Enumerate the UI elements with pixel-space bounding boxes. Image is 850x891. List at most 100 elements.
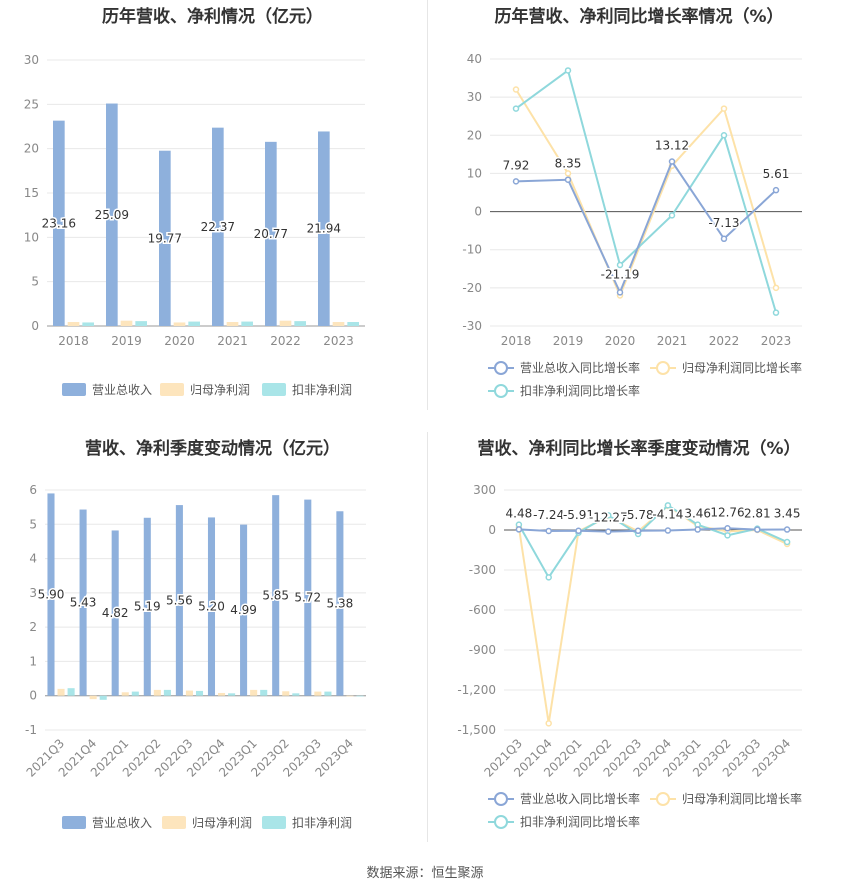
bar bbox=[67, 688, 75, 696]
series-point bbox=[512, 86, 520, 93]
series-line bbox=[518, 527, 788, 533]
data-label: -7.13 bbox=[708, 216, 739, 230]
bar bbox=[332, 322, 345, 326]
series-point bbox=[545, 527, 552, 535]
data-label: 25.09 bbox=[95, 208, 129, 222]
series-line bbox=[515, 88, 777, 299]
series-point bbox=[564, 176, 572, 183]
data-label: 23.16 bbox=[42, 216, 76, 230]
legend-marker-icon bbox=[494, 792, 508, 806]
bar bbox=[57, 688, 65, 696]
x-tick-label: 2021 bbox=[217, 334, 248, 348]
y-tick-label: -900 bbox=[469, 643, 496, 657]
bar bbox=[356, 695, 364, 697]
bar bbox=[159, 150, 171, 326]
bar bbox=[228, 693, 236, 696]
chart-title: 营收、净利季度变动情况（亿元） bbox=[85, 439, 340, 459]
bar bbox=[188, 321, 200, 326]
series-point bbox=[664, 527, 672, 534]
series-point bbox=[605, 528, 612, 535]
series-point bbox=[694, 526, 701, 533]
data-label: 8.35 bbox=[555, 157, 582, 171]
series-line bbox=[515, 68, 777, 313]
bar bbox=[53, 120, 65, 326]
legend-label: 归母净利润 bbox=[192, 816, 252, 830]
bar bbox=[153, 689, 161, 696]
y-tick-label: 3 bbox=[29, 586, 37, 600]
bar bbox=[173, 322, 186, 326]
y-tick-label: -600 bbox=[469, 603, 496, 617]
data-label: 4.48 bbox=[506, 506, 533, 520]
x-tick-label: 2022 bbox=[709, 334, 740, 348]
bar bbox=[195, 690, 204, 696]
bar bbox=[347, 322, 359, 326]
legend-label: 扣非净利润 bbox=[292, 816, 352, 830]
annual-revenue-profit-chart: 0 5 10 15 20 25 30 23.16 2018 25.09 2019 19.77 2020 2… bbox=[24, 53, 365, 397]
data-label: 3.46 bbox=[684, 507, 711, 521]
bar bbox=[241, 321, 253, 326]
bar bbox=[67, 322, 80, 326]
vertical-divider-bottom bbox=[427, 432, 428, 842]
legend-label: 扣非净利润同比增长率 bbox=[520, 383, 640, 398]
series-point bbox=[545, 720, 552, 727]
x-tick-label: 2023 bbox=[761, 334, 792, 348]
data-label: 7.92 bbox=[503, 158, 530, 172]
data-label: 5.19 bbox=[134, 600, 161, 614]
legend-marker-icon bbox=[494, 361, 508, 375]
series-point bbox=[668, 158, 676, 165]
chart-title: 营收、净利同比增长率季度变动情况（%） bbox=[477, 439, 801, 459]
series-point bbox=[512, 105, 520, 112]
data-label: 5.61 bbox=[763, 167, 790, 181]
bar bbox=[106, 103, 118, 326]
bar bbox=[135, 321, 147, 326]
y-tick-label: 10 bbox=[467, 166, 482, 180]
chart-title: 历年营收、净利情况（亿元） bbox=[102, 7, 323, 27]
series-point bbox=[783, 538, 791, 546]
series-point bbox=[564, 67, 572, 74]
data-label: -5.78 bbox=[623, 508, 654, 522]
bar bbox=[324, 691, 332, 696]
quarterly-growth-rate-panel: 营收、净利同比增长率季度变动情况（%） -1,500 -1,200 -900 -600… bbox=[428, 432, 850, 852]
data-label: 5.20 bbox=[198, 600, 225, 614]
bar bbox=[47, 493, 55, 696]
y-tick-label: 5 bbox=[29, 517, 37, 531]
x-tick-label: 2022 bbox=[270, 334, 301, 348]
vertical-divider-top bbox=[427, 0, 428, 410]
y-tick-label: -30 bbox=[462, 319, 482, 333]
series-point bbox=[720, 132, 728, 139]
y-tick-label: 6 bbox=[29, 483, 37, 497]
legend-label: 扣非净利润同比增长率 bbox=[520, 814, 640, 829]
data-label: 5.56 bbox=[166, 593, 193, 607]
series-point bbox=[724, 525, 731, 532]
series-point bbox=[720, 105, 728, 112]
bar bbox=[89, 695, 97, 700]
legend-label: 营业总收入同比增长率 bbox=[520, 360, 640, 375]
series-point bbox=[634, 527, 642, 535]
series-point bbox=[754, 526, 761, 533]
legend-label: 扣非净利润 bbox=[292, 383, 352, 397]
bar bbox=[260, 689, 268, 696]
bar bbox=[314, 691, 322, 696]
bar bbox=[212, 127, 224, 326]
y-tick-label: -10 bbox=[462, 243, 482, 257]
series-point bbox=[668, 212, 676, 219]
data-label: -12.27 bbox=[589, 511, 628, 525]
data-source: 数据来源：恒生聚源 bbox=[366, 866, 484, 881]
data-label: 21.94 bbox=[307, 222, 341, 236]
y-tick-label: 30 bbox=[467, 90, 482, 104]
bar bbox=[272, 495, 280, 696]
data-label: 20.77 bbox=[254, 227, 288, 241]
series-point bbox=[564, 170, 572, 177]
y-tick-label: 300 bbox=[473, 483, 496, 497]
series-point bbox=[724, 532, 731, 539]
legend-marker-icon bbox=[494, 384, 508, 398]
y-tick-label: -300 bbox=[469, 563, 496, 577]
series-point bbox=[772, 186, 780, 194]
series-point bbox=[605, 512, 612, 519]
legend-marker-icon bbox=[656, 792, 670, 806]
y-tick-label: 2 bbox=[29, 620, 37, 634]
legend-label: 营业总收入同比增长率 bbox=[520, 791, 640, 806]
x-tick-label: 2019 bbox=[553, 334, 584, 348]
annual-growth-rate-panel: 历年营收、净利同比增长率情况（%） -30 -20 -10 0 10 20 30 40 7.92… bbox=[428, 0, 850, 410]
y-tick-label: -20 bbox=[462, 281, 482, 295]
